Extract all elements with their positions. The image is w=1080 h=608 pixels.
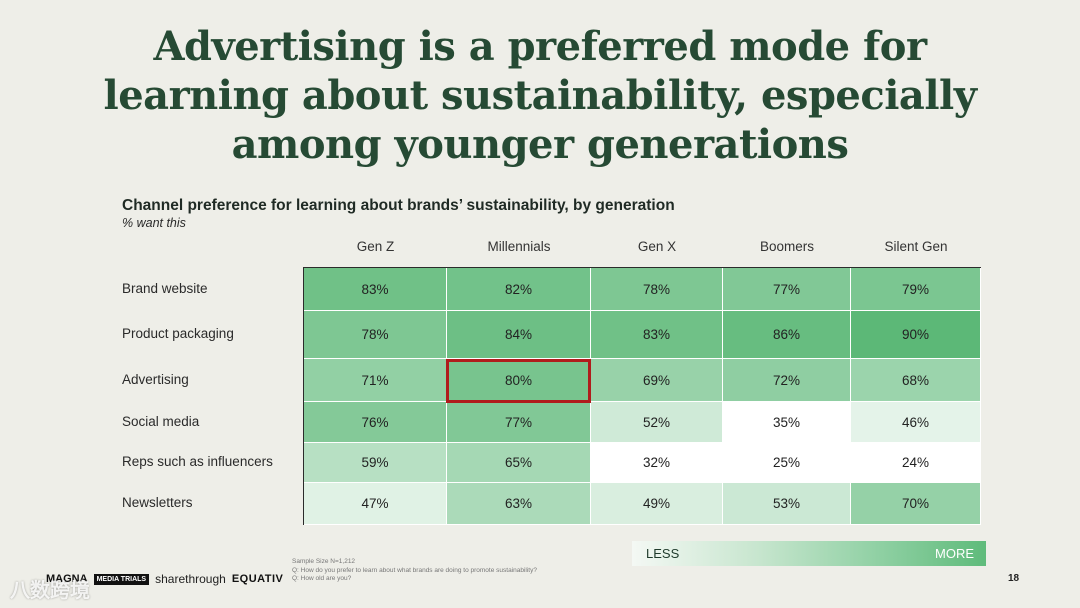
footnotes: Sample Size N=1,212 Q: How do you prefer… — [292, 558, 537, 584]
heatmap-grid: 83% 82% 78% 77% 79% 78% 84% 83% 86% 90% 71% 80% 69% 7… — [303, 267, 981, 525]
legend-more-label: MORE — [935, 546, 974, 561]
heatmap-cell: 63% — [447, 483, 591, 525]
title-line: learning about sustainability, especiall… — [103, 72, 977, 119]
page-number: 18 — [1008, 573, 1020, 584]
heatmap-cell: 82% — [447, 268, 591, 311]
heatmap-cell: 69% — [591, 359, 723, 402]
heatmap-cell: 49% — [591, 483, 723, 525]
row-label: Reps such as influencers — [122, 454, 273, 469]
footer-logos: MAGNA MEDIA TRIALS sharethrough EQUATIV — [46, 570, 283, 588]
heatmap-cell: 78% — [304, 311, 447, 359]
heatmap-cell: 53% — [723, 483, 851, 525]
heatmap-cell: 86% — [723, 311, 851, 359]
heatmap-cell: 72% — [723, 359, 851, 402]
sharethrough-logo: sharethrough — [155, 572, 226, 586]
heatmap-cell: 83% — [304, 268, 447, 311]
heatmap-cell: 76% — [304, 402, 447, 443]
heatmap-cell: 83% — [591, 311, 723, 359]
equativ-logo: EQUATIV — [231, 573, 284, 585]
media-trials-logo: MEDIA TRIALS — [93, 573, 150, 585]
heatmap-cell: 68% — [851, 359, 981, 402]
heatmap-cell: 32% — [591, 443, 723, 483]
title-line: Advertising is a preferred mode for — [153, 23, 927, 70]
watermark: 八数跨境 — [10, 580, 90, 602]
heatmap-cell: 84% — [447, 311, 591, 359]
legend-less-label: LESS — [646, 546, 680, 561]
row-label: Advertising — [122, 371, 189, 387]
heatmap-cell: 24% — [851, 443, 981, 483]
heatmap-cell: 77% — [723, 268, 851, 311]
heatmap-cell: 35% — [723, 402, 851, 443]
row-label: Newsletters — [122, 495, 193, 510]
column-header: Boomers — [759, 239, 815, 254]
footnote: Sample Size N=1,212 — [292, 558, 356, 565]
heatmap-cell: 78% — [591, 268, 723, 311]
heatmap-cell: 79% — [851, 268, 981, 311]
column-header: Silent Gen — [884, 239, 948, 254]
heatmap-cell: 46% — [851, 402, 981, 443]
title-line: among younger generations — [231, 121, 849, 168]
heatmap-cell: 70% — [851, 483, 981, 525]
column-header: Gen Z — [356, 239, 395, 254]
heatmap-cell: 80% — [447, 359, 591, 402]
heatmap-cell: 25% — [723, 443, 851, 483]
heatmap-cell: 77% — [447, 402, 591, 443]
chart-subtitle: % want this — [122, 216, 186, 230]
heatmap-cell: 65% — [447, 443, 591, 483]
heatmap-cell: 47% — [304, 483, 447, 525]
footnote: Q: How old are you? — [292, 575, 352, 582]
magna-logo: MAGNA — [46, 573, 88, 585]
legend-gradient-bar — [632, 541, 986, 566]
row-label: Product packaging — [122, 326, 234, 341]
row-label: Social media — [122, 413, 200, 429]
slide-title: Advertising is a preferred mode for lear… — [60, 22, 1020, 169]
column-header: Millennials — [487, 239, 551, 254]
heatmap-cell: 59% — [304, 443, 447, 483]
chart-title: Channel preference for learning about br… — [122, 197, 675, 214]
footnote: Q: How do you prefer to learn about what… — [292, 566, 537, 574]
row-label: Brand website — [122, 280, 208, 296]
heatmap-cell: 90% — [851, 311, 981, 359]
heatmap-cell: 71% — [304, 359, 447, 402]
column-header: Gen X — [637, 239, 677, 254]
heatmap-cell: 52% — [591, 402, 723, 443]
